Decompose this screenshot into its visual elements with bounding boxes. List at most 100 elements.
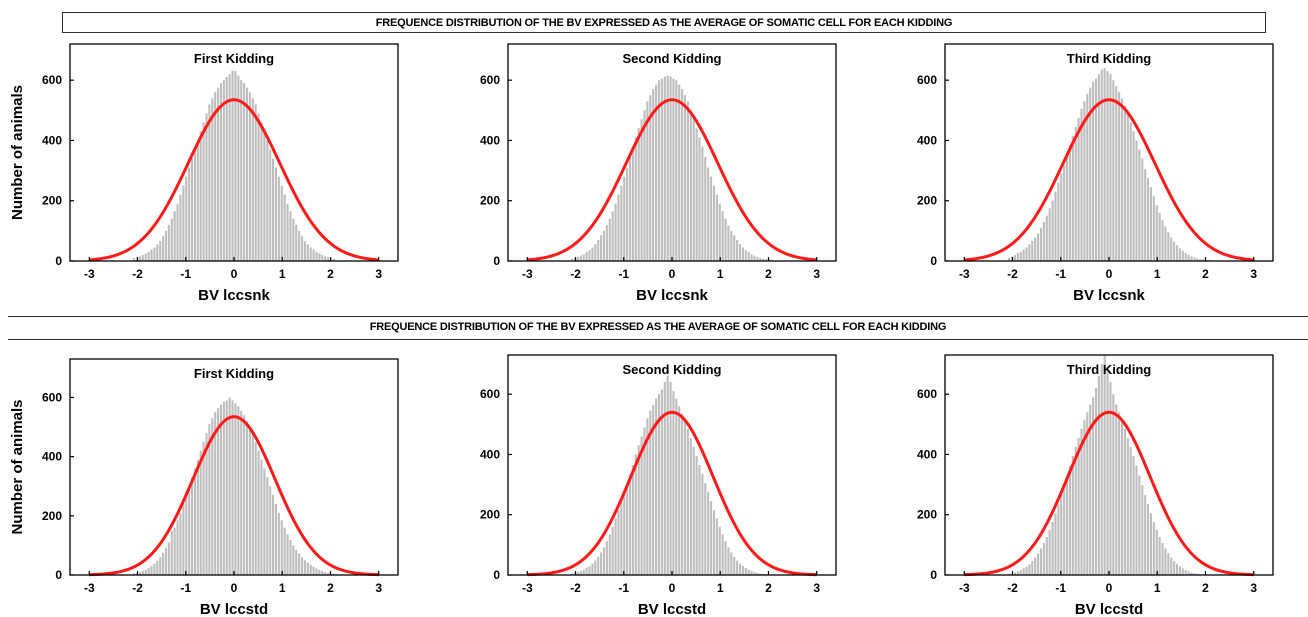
histogram-bar xyxy=(1045,537,1048,575)
histogram-bar xyxy=(701,474,704,575)
histogram-bar xyxy=(298,553,301,575)
histogram-bar xyxy=(588,250,591,261)
histogram-bar xyxy=(727,225,730,261)
histogram-bar xyxy=(715,194,718,261)
histogram-bar xyxy=(724,218,727,261)
histogram-bar xyxy=(1063,485,1066,575)
chart-panel-3: -3 -2 -1 0 1 2 3 0 200 400 600 Third Kidding BV lccs… xyxy=(917,43,1274,304)
histogram-bar xyxy=(327,257,330,261)
histogram-bar xyxy=(1080,428,1083,575)
x-tick-label: 3 xyxy=(813,581,820,595)
histogram-bar xyxy=(327,572,330,575)
histogram-bar xyxy=(263,468,266,575)
histogram-bar xyxy=(689,437,692,575)
histogram-bar xyxy=(277,176,280,261)
histogram-bar xyxy=(1196,258,1199,261)
histogram-bar xyxy=(1193,257,1196,261)
histogram-bar xyxy=(576,571,579,575)
normal-fit-curve xyxy=(964,98,1254,262)
histogram-bar xyxy=(199,450,202,575)
histogram-bar xyxy=(747,569,750,575)
histogram-bar xyxy=(1048,208,1051,261)
histogram-bar xyxy=(634,454,637,575)
histogram-bar xyxy=(686,428,689,575)
histogram-bar xyxy=(1155,529,1158,575)
normal-fit-curve xyxy=(89,415,379,577)
histogram-bar xyxy=(701,146,704,261)
histogram-bar xyxy=(1158,537,1161,575)
histogram-bar xyxy=(759,573,762,575)
histogram-bar xyxy=(133,257,136,261)
histogram-bar xyxy=(185,176,188,261)
histogram-bar xyxy=(248,427,251,575)
histogram-bar xyxy=(721,211,724,261)
y-tick-label: 0 xyxy=(930,254,937,268)
x-axis-label: BV lccsnk xyxy=(1073,287,1145,304)
histogram-bar xyxy=(1103,68,1106,261)
histogram-bar xyxy=(231,70,234,262)
x-tick-label: -3 xyxy=(84,267,95,281)
histogram-bar xyxy=(269,486,272,575)
histogram-bar xyxy=(1106,367,1109,575)
histogram-bar xyxy=(173,211,176,261)
histogram-bar xyxy=(1187,254,1190,261)
x-tick-label: 2 xyxy=(1202,581,1209,595)
histogram-bar xyxy=(1068,144,1071,261)
histogram-bar xyxy=(1164,226,1167,261)
histogram-bar xyxy=(1057,182,1060,261)
plot-frame xyxy=(507,43,837,262)
histogram-bar xyxy=(655,84,658,261)
x-tick-label: 3 xyxy=(1250,581,1257,595)
histogram-bar xyxy=(614,203,617,261)
normal-fit-curve xyxy=(527,98,817,262)
histogram-bar xyxy=(1097,74,1100,261)
histogram-bar xyxy=(681,89,684,261)
histogram-bar xyxy=(1190,572,1193,575)
histogram-bar xyxy=(260,122,263,261)
histogram-bar xyxy=(594,244,597,261)
histogram-bar xyxy=(272,495,275,575)
x-tick-label: 2 xyxy=(765,581,772,595)
histogram-bar xyxy=(257,450,260,575)
histogram-bar xyxy=(571,258,574,261)
histogram-bar xyxy=(1086,93,1089,262)
histogram-bar xyxy=(303,560,306,575)
histogram-bar xyxy=(1126,113,1129,261)
histogram-bar xyxy=(727,547,730,575)
histogram-bar xyxy=(1135,465,1138,575)
plot-frame xyxy=(69,358,399,576)
histogram-bar xyxy=(710,176,713,261)
histogram-bar xyxy=(712,510,716,575)
histogram-bar xyxy=(1051,521,1054,575)
histogram-bar xyxy=(582,569,585,575)
x-tick-label: 1 xyxy=(279,581,286,595)
histogram-bar xyxy=(219,83,223,261)
chart-title: Third Kidding xyxy=(1067,362,1152,377)
histogram-bar xyxy=(741,247,744,261)
histogram-bar xyxy=(292,545,295,575)
histogram-bar xyxy=(1161,220,1164,261)
x-tick-label: 0 xyxy=(1106,581,1113,595)
x-axis-label: BV lccstd xyxy=(1075,601,1143,617)
histogram-bar xyxy=(620,185,623,261)
histogram-bar xyxy=(1144,495,1147,575)
histogram-bar xyxy=(1147,504,1150,575)
histogram-bar xyxy=(202,441,205,575)
x-tick-label: 2 xyxy=(327,267,334,281)
y-tick-label: 400 xyxy=(42,133,62,147)
histogram-bar xyxy=(1031,561,1034,575)
histogram-bar xyxy=(248,92,251,261)
x-axis-label: BV lccsnk xyxy=(636,287,708,304)
x-tick-label: 0 xyxy=(669,267,676,281)
histogram-bar xyxy=(675,398,678,575)
histogram-bar xyxy=(715,518,718,575)
histogram-bar xyxy=(666,375,669,575)
histogram-bar xyxy=(1149,513,1153,575)
histogram-bar xyxy=(1184,570,1187,575)
histogram-bar xyxy=(744,567,747,575)
histogram-bar xyxy=(179,194,182,261)
histogram-bar xyxy=(269,149,272,261)
histogram-bar xyxy=(724,541,727,575)
histogram-bar xyxy=(211,418,214,575)
y-tick-label: 600 xyxy=(42,73,62,87)
